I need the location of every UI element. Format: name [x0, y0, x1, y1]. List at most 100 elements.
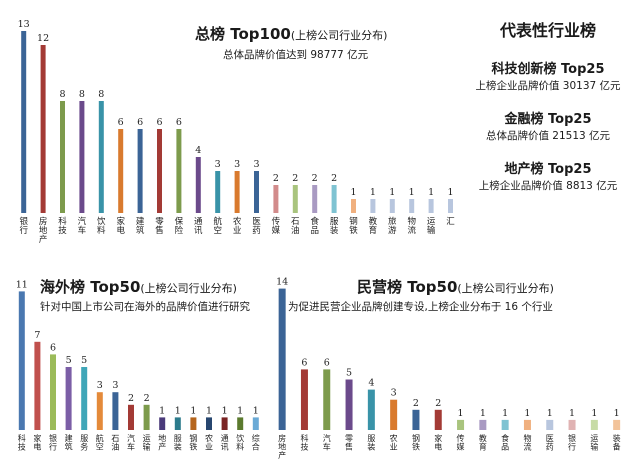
- data-label: 1: [547, 408, 553, 419]
- data-label: 11: [16, 279, 28, 290]
- bar: [81, 367, 88, 430]
- data-label: 3: [391, 388, 397, 399]
- bar: [50, 354, 56, 430]
- data-label: 1: [222, 405, 228, 416]
- data-label: 1: [502, 408, 508, 419]
- bar: [79, 101, 85, 213]
- category-label: 教育: [369, 216, 378, 236]
- bar: [389, 199, 395, 213]
- category-label: 服装: [367, 434, 375, 452]
- category-label: 食品: [501, 433, 509, 452]
- bar: [428, 199, 434, 213]
- category-label: 综合: [252, 433, 260, 452]
- bar: [546, 419, 554, 430]
- chart3-title-note: (上榜公司行业分布): [457, 281, 554, 295]
- category-label: 运输: [143, 434, 151, 452]
- data-label: 1: [389, 187, 395, 198]
- bar: [412, 409, 420, 430]
- data-label: 5: [81, 355, 87, 366]
- category-label: 房地产: [278, 433, 286, 460]
- bar: [137, 129, 143, 213]
- data-label: 5: [346, 368, 352, 379]
- data-label: 1: [370, 187, 376, 198]
- data-label: 12: [37, 33, 49, 44]
- data-label: 1: [447, 187, 453, 198]
- bar: [176, 129, 182, 213]
- bar: [390, 399, 398, 430]
- data-label: 1: [409, 187, 415, 198]
- bar: [252, 417, 259, 430]
- bar: [190, 417, 197, 430]
- data-label: 6: [137, 117, 143, 128]
- category-label: 科技: [18, 433, 26, 452]
- category-label: 农业: [390, 433, 398, 452]
- data-label: 1: [458, 408, 464, 419]
- data-label: 2: [292, 173, 298, 184]
- category-label: 服装: [174, 434, 182, 452]
- bar: [34, 341, 41, 430]
- bar: [331, 185, 337, 213]
- category-label: 航空: [96, 433, 104, 452]
- data-label: 2: [413, 398, 419, 409]
- chart1-subtitle: 总体品牌价值达到 98777 亿元: [223, 48, 369, 61]
- category-label: 钢铁: [349, 216, 358, 236]
- data-label: 1: [614, 408, 620, 419]
- data-label: 2: [331, 173, 337, 184]
- category-label: 零售: [155, 217, 164, 236]
- category-label: 食品: [310, 216, 319, 236]
- bar: [409, 199, 415, 213]
- bar: [221, 417, 228, 430]
- data-label: 2: [128, 393, 134, 404]
- category-label: 家电: [33, 433, 41, 452]
- chart1-title: 总榜 Top100(上榜公司行业分布): [195, 25, 387, 43]
- data-label: 1: [428, 187, 434, 198]
- category-label: 教育: [479, 433, 487, 452]
- category-label: 物流: [523, 433, 531, 452]
- bar: [568, 419, 576, 430]
- data-label: 6: [324, 357, 330, 368]
- data-label: 1: [206, 405, 212, 416]
- bar: [351, 199, 356, 213]
- category-label: 运输: [590, 434, 598, 452]
- bar: [254, 171, 259, 213]
- data-label: 13: [18, 19, 30, 30]
- category-label: 家电: [116, 216, 125, 236]
- bar: [434, 409, 442, 430]
- data-label: 3: [234, 159, 240, 170]
- bar: [195, 157, 201, 213]
- data-label: 4: [195, 145, 201, 156]
- sidebar-item-desc: 总体品牌价值 21513 亿元: [486, 129, 611, 142]
- category-label: 航空: [213, 216, 222, 236]
- bar: [118, 129, 124, 213]
- category-label: 建筑: [136, 216, 145, 236]
- data-label: 1: [190, 405, 196, 416]
- category-label: 服务: [80, 434, 88, 452]
- category-label: 医药: [546, 434, 554, 452]
- bar: [323, 369, 331, 430]
- sidebar-item-desc: 上榜企业品牌价值 8813 亿元: [479, 179, 618, 192]
- bar: [273, 185, 279, 213]
- data-label: 8: [59, 89, 65, 100]
- category-label: 银行: [568, 433, 576, 452]
- sidebar-item-title: 地产榜 Top25: [505, 161, 592, 177]
- category-label: 汇: [446, 217, 455, 227]
- bar: [448, 199, 453, 213]
- category-label: 银行: [49, 433, 57, 452]
- bar: [96, 392, 103, 430]
- category-label: 科技: [58, 216, 67, 236]
- category-label: 运输: [427, 217, 436, 236]
- category-label: 农业: [233, 216, 242, 236]
- data-label: 14: [276, 277, 288, 288]
- bar: [501, 419, 509, 430]
- bar: [590, 419, 598, 430]
- category-label: 医药: [252, 217, 261, 236]
- data-label: 2: [312, 173, 318, 184]
- bar: [292, 185, 298, 213]
- data-label: 1: [159, 405, 165, 416]
- category-label: 汽车: [78, 216, 87, 236]
- bar: [40, 45, 46, 213]
- data-label: 1: [253, 405, 259, 416]
- data-label: 3: [112, 380, 118, 391]
- bar: [159, 417, 166, 430]
